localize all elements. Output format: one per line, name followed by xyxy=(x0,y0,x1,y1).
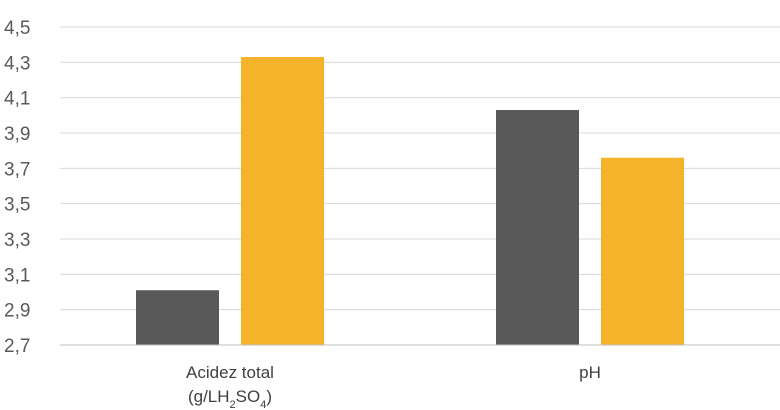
bar-series1-cat2 xyxy=(496,110,579,346)
y-tick-label: 3,3 xyxy=(4,230,30,251)
category-label-acidez-total: Acidez total xyxy=(186,363,274,382)
y-tick-label: 4,5 xyxy=(4,18,30,39)
category-label-ph: pH xyxy=(579,363,601,382)
y-tick-label: 3,9 xyxy=(4,124,30,145)
gridlines xyxy=(60,26,780,311)
y-tick-label: 2,9 xyxy=(4,301,30,322)
category-label-acidez-total-unit: (g/LH2SO4) xyxy=(188,387,272,410)
y-axis-tick-labels: 2,7 2,9 3,1 3,3 3,5 3,7 3,9 4,1 4,3 4,5 xyxy=(4,18,30,357)
bar-series2-cat1 xyxy=(241,57,324,346)
y-tick-label: 3,5 xyxy=(4,195,30,216)
bar-series1-cat1 xyxy=(136,290,219,345)
y-tick-label: 4,3 xyxy=(4,53,30,74)
y-tick-label: 2,7 xyxy=(4,336,30,357)
bar-series2-cat2 xyxy=(601,157,684,345)
y-tick-label: 4,1 xyxy=(4,89,30,110)
y-tick-label: 3,1 xyxy=(4,265,30,286)
y-tick-label: 3,7 xyxy=(4,159,30,180)
bars xyxy=(136,57,684,346)
category-labels: Acidez total (g/LH2SO4) pH xyxy=(186,363,601,410)
